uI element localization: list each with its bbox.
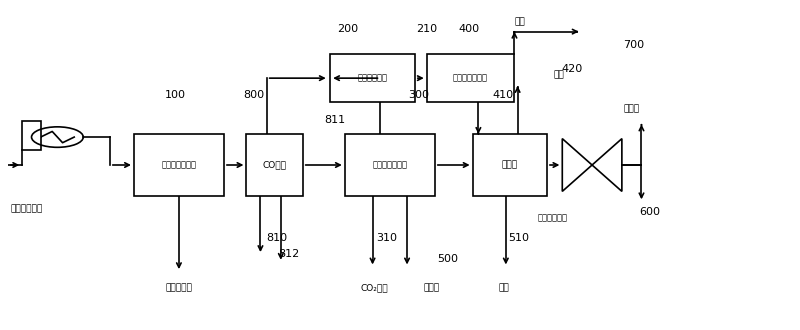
- Text: 800: 800: [243, 90, 264, 100]
- Text: 810: 810: [266, 233, 288, 243]
- Text: 310: 310: [377, 233, 398, 243]
- Text: 合成气压缩机: 合成气压缩机: [538, 213, 568, 222]
- Text: 转化气或煤气: 转化气或煤气: [10, 204, 42, 213]
- Text: 600: 600: [639, 207, 660, 216]
- Text: 甲烷气: 甲烷气: [423, 283, 439, 292]
- Text: 410: 410: [493, 90, 514, 100]
- Text: 含硫酸性气: 含硫酸性气: [166, 283, 192, 292]
- Text: 700: 700: [622, 40, 644, 50]
- Text: 400: 400: [458, 24, 479, 34]
- Text: 200: 200: [338, 24, 358, 34]
- Text: 氦气: 氦气: [554, 71, 565, 80]
- Text: 合成气: 合成气: [623, 105, 639, 114]
- Bar: [134, 134, 224, 196]
- Text: 510: 510: [508, 233, 529, 243]
- Bar: [246, 134, 302, 196]
- Text: 氢气: 氢气: [514, 18, 526, 27]
- Text: 变压吸附提纯氢: 变压吸附提纯氢: [453, 74, 488, 82]
- Text: 811: 811: [324, 115, 345, 125]
- Text: 低温甲醇洗脱硫: 低温甲醇洗脱硫: [162, 160, 197, 170]
- Text: 812: 812: [278, 249, 300, 259]
- Text: 低温甲醇洗脱碳: 低温甲醇洗脱碳: [372, 160, 407, 170]
- Text: CO变换: CO变换: [262, 160, 286, 170]
- Text: CO₂产品: CO₂产品: [360, 283, 388, 292]
- Text: 尾气: 尾气: [498, 283, 509, 292]
- Bar: [330, 54, 415, 102]
- Bar: [345, 134, 435, 196]
- Text: 变压吸附截碳: 变压吸附截碳: [358, 74, 387, 82]
- Text: 100: 100: [165, 90, 186, 100]
- Text: 液氨洗: 液氨洗: [502, 160, 518, 170]
- Text: 300: 300: [408, 90, 429, 100]
- Text: 420: 420: [562, 64, 582, 74]
- Bar: [473, 134, 547, 196]
- Bar: [22, 121, 41, 150]
- Text: 210: 210: [416, 24, 437, 34]
- Bar: [426, 54, 514, 102]
- Text: 500: 500: [438, 254, 458, 264]
